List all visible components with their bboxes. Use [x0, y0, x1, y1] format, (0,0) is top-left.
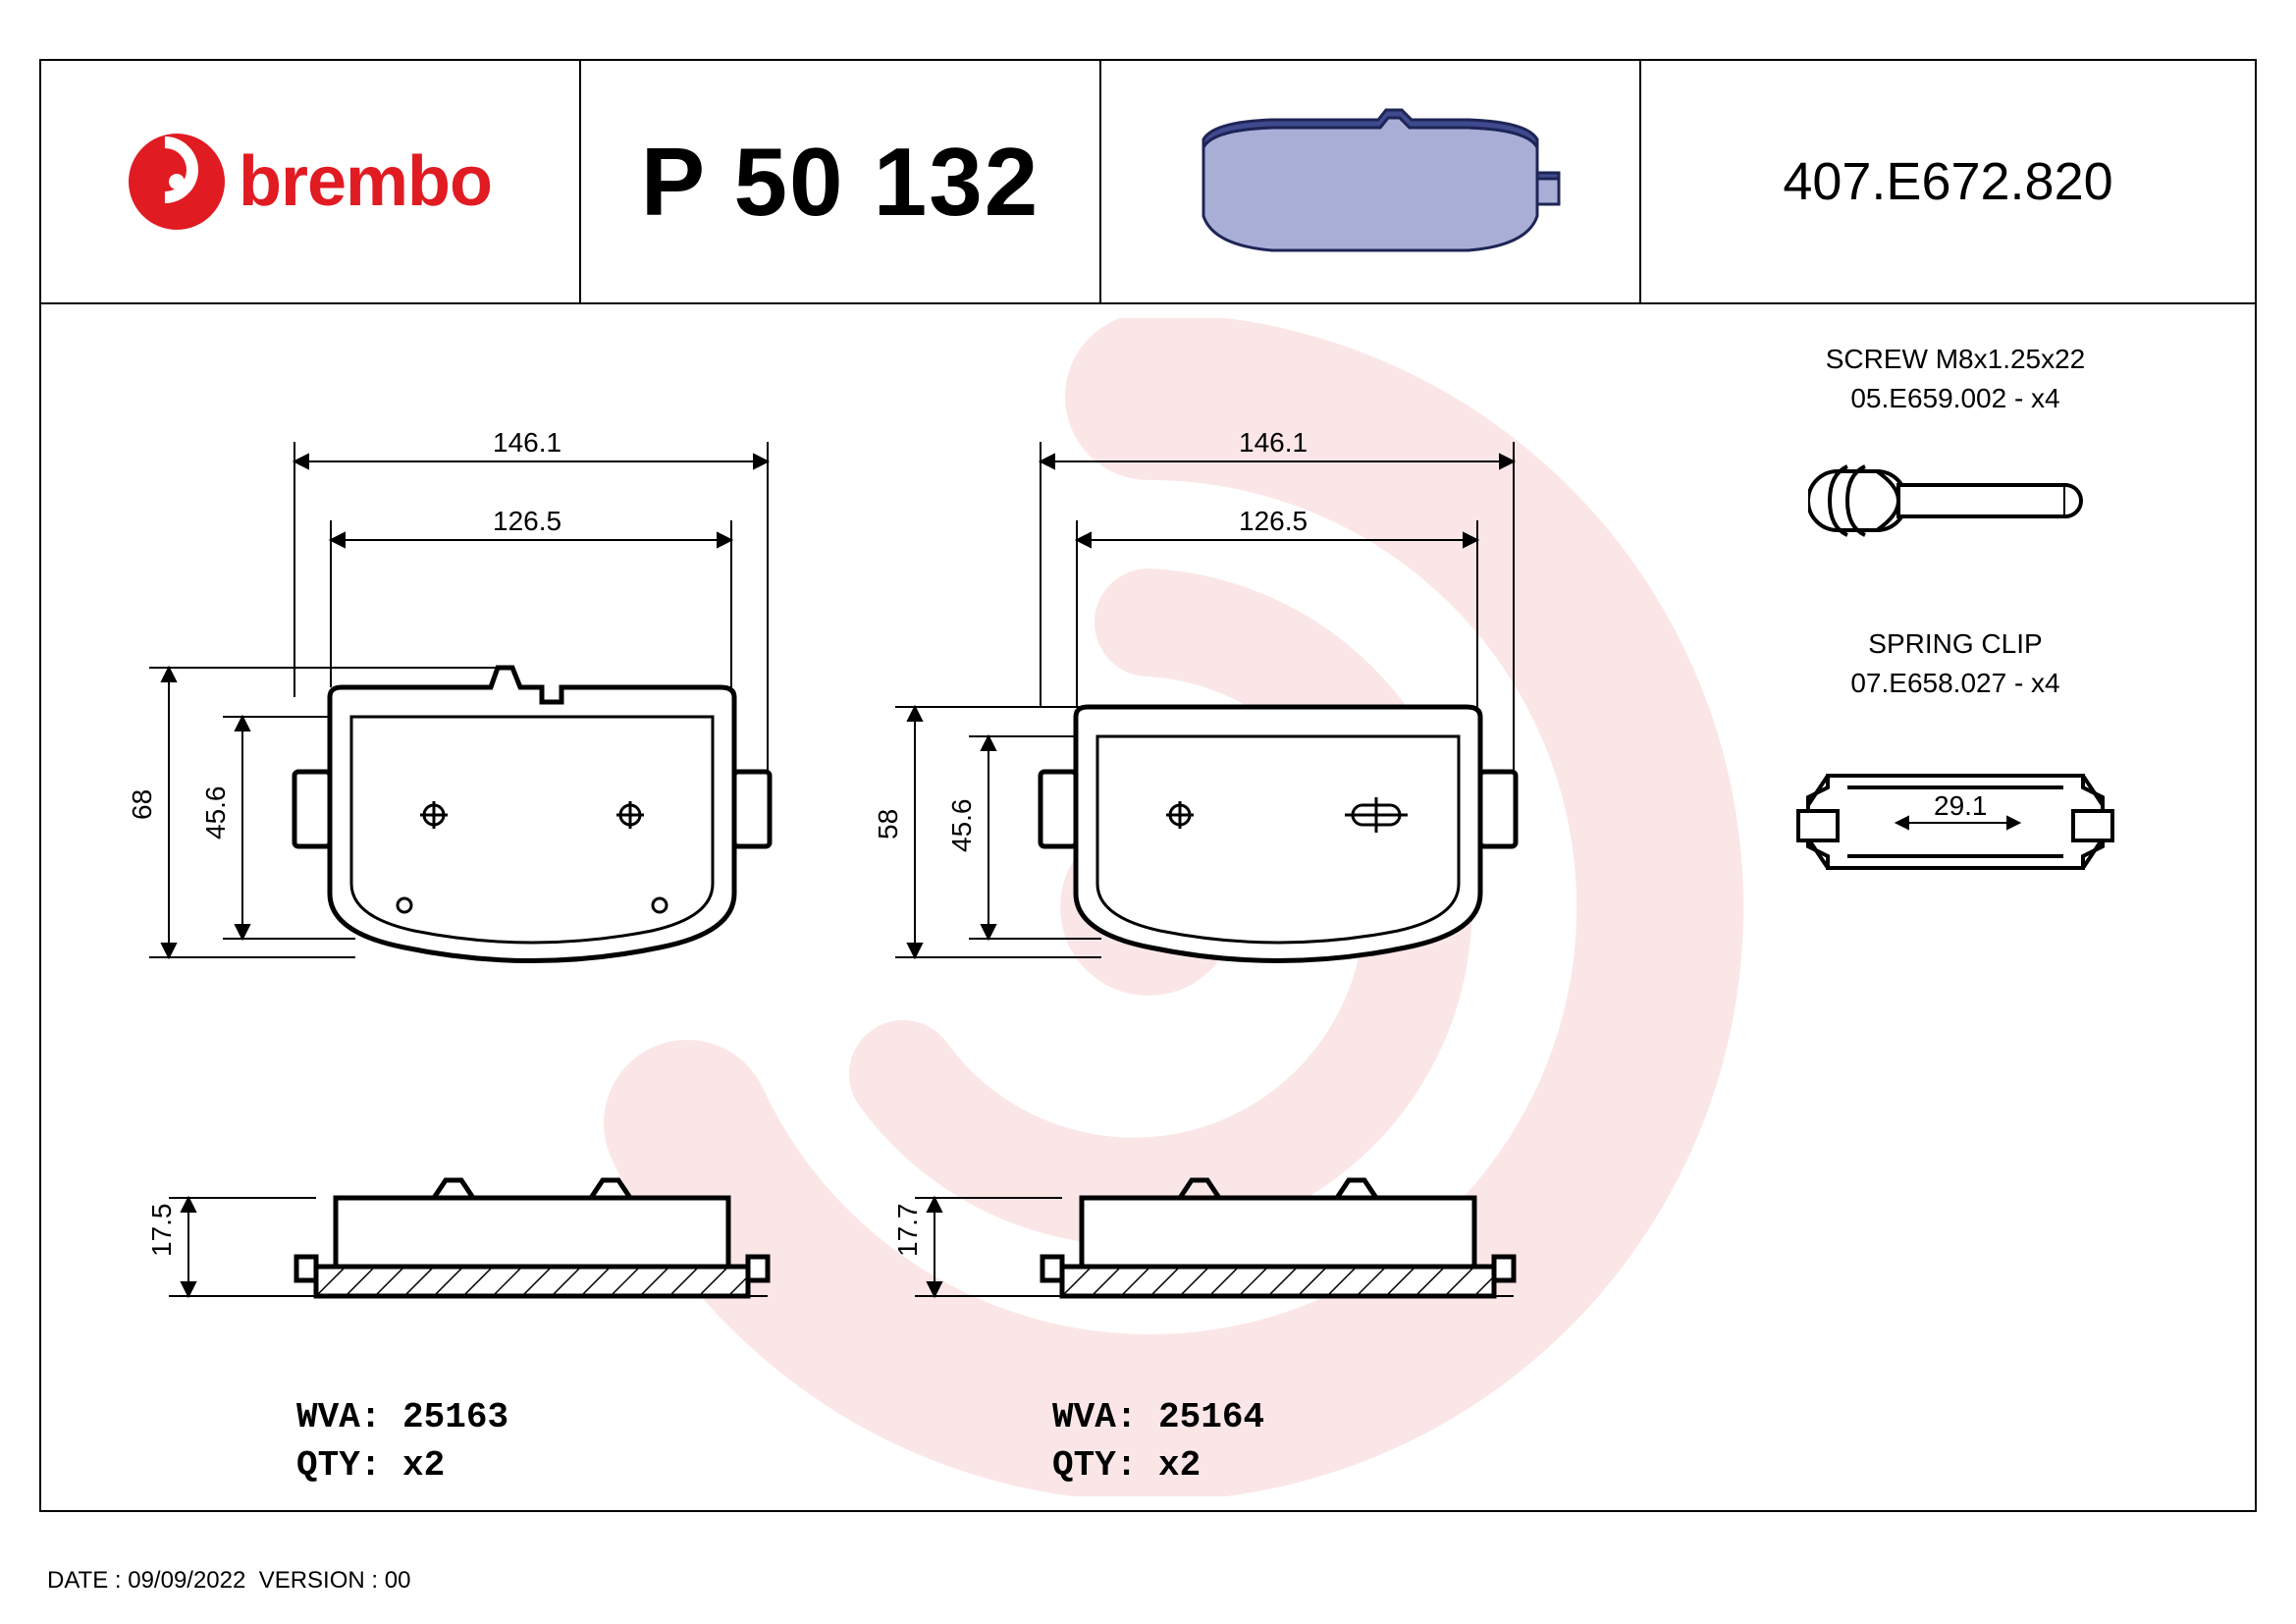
qty-value-a: x2: [402, 1445, 445, 1486]
main-drawings: 146.1 126.5: [41, 304, 1676, 1510]
qty-label-a: QTY:: [296, 1445, 381, 1486]
version-value: 00: [385, 1567, 411, 1594]
pad-b-front: 146.1 126.5: [856, 383, 1592, 1070]
brembo-wordmark: brembo: [239, 141, 492, 222]
screw-title: SCREW M8x1.25x22: [1695, 344, 2216, 375]
clip-code: 07.E658.027 - x4: [1695, 668, 2216, 699]
pad-a-footer: WVA: 25163 QTY: x2: [296, 1394, 508, 1489]
date-value: 09/09/2022: [128, 1567, 245, 1594]
wva-label-b: WVA:: [1052, 1397, 1137, 1437]
brembo-logo: brembo: [129, 134, 492, 230]
footer-meta: DATE : 09/09/2022 VERSION : 00: [47, 1567, 410, 1595]
dim-thickness-b: 17.7: [892, 1204, 923, 1258]
part-number: P 50 132: [641, 127, 1041, 238]
drawing-frame: brembo P 50 132 407.E672.820: [39, 59, 2257, 1512]
qty-value-b: x2: [1158, 1445, 1201, 1486]
clip-dim: 29.1: [1934, 790, 1988, 821]
date-label: DATE :: [47, 1567, 122, 1594]
pad-a-side: 17.5: [110, 1110, 846, 1365]
alt-code: 407.E672.820: [1783, 151, 2112, 212]
dim-width-inner-b: 126.5: [1239, 506, 1308, 536]
pad-a-front: 146.1 126.5: [110, 383, 846, 1070]
dim-height-outer-a: 68: [127, 789, 157, 820]
drawings-wrap: 146.1 126.5: [41, 304, 2255, 1510]
wva-label-a: WVA:: [296, 1397, 381, 1437]
isometric-cell: [1101, 61, 1641, 302]
spring-clip-icon: 29.1: [1769, 717, 2142, 933]
accessory-screw: SCREW M8x1.25x22 05.E659.002 - x4: [1695, 344, 2216, 569]
dim-height-outer-b: 58: [873, 809, 903, 839]
screw-code: 05.E659.002 - x4: [1695, 383, 2216, 414]
accessory-clip: SPRING CLIP 07.E658.027 - x4: [1695, 628, 2216, 933]
screw-icon: [1808, 432, 2103, 569]
logo-cell: brembo: [41, 61, 581, 302]
accessories-panel: SCREW M8x1.25x22 05.E659.002 - x4: [1676, 304, 2255, 1510]
dim-width-inner-a: 126.5: [493, 506, 561, 536]
page: brembo P 50 132 407.E672.820: [0, 0, 2296, 1624]
pad-b-footer: WVA: 25164 QTY: x2: [1052, 1394, 1264, 1489]
header-row: brembo P 50 132 407.E672.820: [41, 61, 2255, 304]
alt-code-cell: 407.E672.820: [1641, 61, 2255, 302]
part-number-cell: P 50 132: [581, 61, 1101, 302]
body-area: 146.1 126.5: [41, 304, 2255, 1510]
qty-label-b: QTY:: [1052, 1445, 1137, 1486]
dim-thickness-a: 17.5: [146, 1204, 177, 1258]
brembo-mark-icon: [129, 134, 225, 230]
clip-title: SPRING CLIP: [1695, 628, 2216, 660]
dim-height-inner-b: 45.6: [946, 799, 977, 853]
dim-width-outer-a: 146.1: [493, 427, 561, 458]
version-label: VERSION :: [259, 1567, 378, 1594]
wva-value-b: 25164: [1158, 1397, 1264, 1437]
wva-value-a: 25163: [402, 1397, 508, 1437]
dim-width-outer-b: 146.1: [1239, 427, 1308, 458]
brake-pad-iso-icon: [1164, 88, 1576, 275]
dim-height-inner-a: 45.6: [200, 786, 231, 840]
pad-b-side: 17.7: [856, 1110, 1592, 1365]
